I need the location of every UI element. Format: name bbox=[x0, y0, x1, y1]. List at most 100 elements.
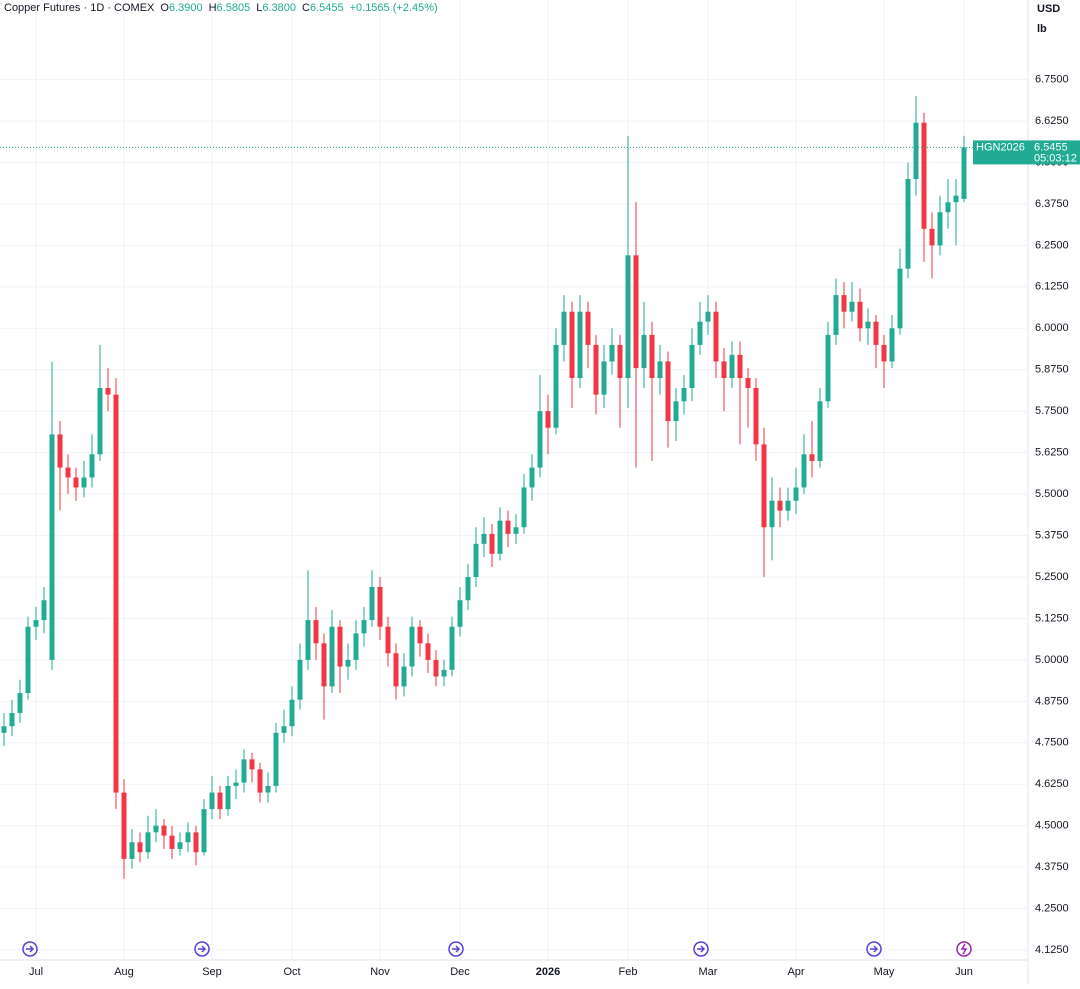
candle-body bbox=[57, 434, 63, 468]
y-tick-label: 4.5000 bbox=[1035, 820, 1069, 832]
candle-body bbox=[649, 334, 655, 379]
x-tick-label: Sep bbox=[202, 966, 222, 978]
header: Copper Futures · 1D · COMEX O6.3900 H6.580… bbox=[4, 2, 438, 14]
candle-body bbox=[81, 477, 87, 488]
candle-body bbox=[881, 344, 887, 362]
y-tick-label: 6.6250 bbox=[1035, 115, 1069, 127]
candle-body bbox=[729, 354, 735, 379]
candle-body bbox=[305, 620, 311, 660]
candle-body bbox=[481, 533, 487, 544]
candle-body bbox=[633, 255, 639, 369]
candle-body bbox=[833, 295, 839, 335]
y-tick-label: 4.3750 bbox=[1035, 861, 1069, 873]
y-tick-label: 4.6250 bbox=[1035, 778, 1069, 790]
candle-body bbox=[257, 769, 263, 793]
candle-body bbox=[561, 311, 567, 345]
candle-body bbox=[785, 500, 791, 511]
candle-body bbox=[937, 212, 943, 246]
x-tick-label: Nov bbox=[370, 966, 390, 978]
candle-body bbox=[865, 321, 871, 329]
candle-body bbox=[457, 600, 463, 627]
candle-body bbox=[169, 835, 175, 849]
candle-body bbox=[281, 726, 287, 733]
candle-body bbox=[417, 626, 423, 644]
candle-body bbox=[89, 454, 95, 478]
candle-body bbox=[793, 487, 799, 501]
symbol-label: HGN2026 bbox=[976, 141, 1025, 153]
candle-body bbox=[753, 387, 759, 445]
x-tick-label: Oct bbox=[283, 966, 300, 978]
y-tick-label: 5.3750 bbox=[1035, 529, 1069, 541]
candle-body bbox=[9, 712, 15, 727]
y-tick-label: 6.7500 bbox=[1035, 73, 1069, 85]
x-tick-label: Apr bbox=[787, 966, 804, 978]
currency: USD bbox=[1037, 3, 1060, 15]
candle-body bbox=[193, 832, 199, 853]
candle-body bbox=[73, 477, 79, 488]
event-icon bbox=[960, 943, 968, 955]
candle-body bbox=[337, 626, 343, 667]
candle-body bbox=[313, 620, 319, 644]
x-tick-label: Aug bbox=[114, 966, 134, 978]
candle-body bbox=[737, 354, 743, 379]
y-tick-label: 5.0000 bbox=[1035, 654, 1069, 666]
candle-body bbox=[913, 122, 919, 180]
event-icon bbox=[870, 945, 879, 953]
event-icon bbox=[448, 941, 464, 957]
candle-body bbox=[777, 500, 783, 511]
candle-body bbox=[897, 268, 903, 329]
candle-body bbox=[745, 378, 751, 388]
candle-body bbox=[273, 732, 279, 786]
candle-body bbox=[121, 792, 127, 859]
candle-body bbox=[385, 626, 391, 654]
y-tick-label: 4.8750 bbox=[1035, 695, 1069, 707]
x-tick-label: Jun bbox=[955, 966, 973, 978]
candle-body bbox=[665, 361, 671, 422]
candle-body bbox=[249, 759, 255, 770]
candle-body bbox=[321, 643, 327, 687]
candle-body bbox=[225, 785, 231, 810]
ohlc-value: 6.5805 bbox=[217, 2, 251, 14]
candle-body bbox=[177, 842, 183, 849]
candle-body bbox=[25, 626, 31, 694]
candle-body bbox=[425, 643, 431, 660]
candle-body bbox=[569, 311, 575, 379]
candle-body bbox=[17, 693, 23, 713]
candle-body bbox=[497, 520, 503, 554]
candle-body bbox=[825, 334, 831, 402]
candle-body bbox=[585, 311, 591, 345]
last-price-label: 6.5455 bbox=[1034, 141, 1068, 153]
candle-body bbox=[529, 467, 535, 488]
event-icon bbox=[26, 945, 35, 953]
candle-body bbox=[841, 295, 847, 312]
candle-body bbox=[433, 659, 439, 677]
candle-body bbox=[545, 411, 551, 428]
y-tick-label: 6.2500 bbox=[1035, 239, 1069, 251]
y-tick-label: 5.8750 bbox=[1035, 364, 1069, 376]
candle-body bbox=[553, 344, 559, 428]
candle-body bbox=[441, 669, 447, 677]
y-tick-label: 6.0000 bbox=[1035, 322, 1069, 334]
event-icon bbox=[452, 945, 461, 953]
y-tick-label: 5.5000 bbox=[1035, 488, 1069, 500]
grid bbox=[0, 0, 1028, 960]
candle-body bbox=[873, 321, 879, 345]
y-tick-label: 4.1250 bbox=[1035, 944, 1069, 956]
candle-body bbox=[625, 255, 631, 379]
candle-body bbox=[689, 344, 695, 388]
candle-body bbox=[409, 626, 415, 667]
candle-body bbox=[921, 122, 927, 229]
candle-body bbox=[705, 311, 711, 322]
candle-body bbox=[1, 726, 7, 733]
candle-body bbox=[593, 344, 599, 395]
last-price-box bbox=[973, 140, 1080, 165]
y-tick-label: 5.6250 bbox=[1035, 447, 1069, 459]
candle-body bbox=[33, 620, 39, 627]
x-tick-label: May bbox=[874, 966, 895, 978]
candle-body bbox=[713, 311, 719, 362]
y-tick-label: 4.2500 bbox=[1035, 903, 1069, 915]
candle-body bbox=[297, 659, 303, 700]
event-icon bbox=[198, 945, 207, 953]
